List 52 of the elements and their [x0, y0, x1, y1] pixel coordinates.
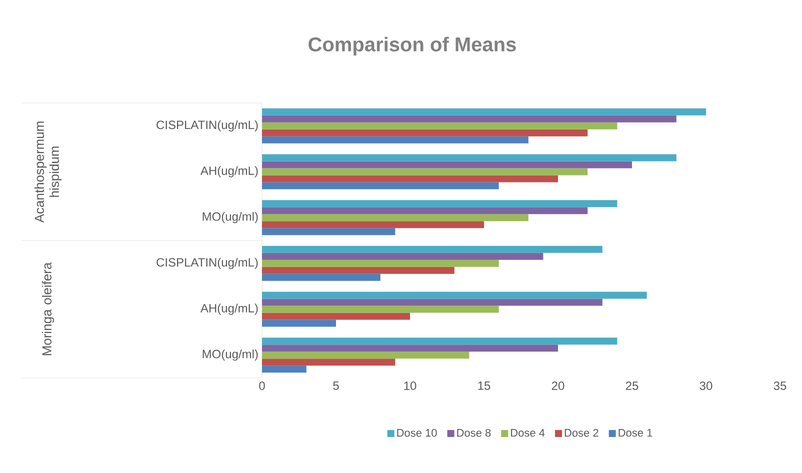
legend-label: Dose 4 [511, 429, 545, 437]
bar [262, 266, 454, 274]
y-tick-label: AH(ug/mL) [200, 166, 258, 178]
bar [262, 366, 306, 373]
bar [262, 200, 618, 208]
bar [262, 175, 558, 182]
y-tick-label: CISPLATIN(ug/mL) [156, 258, 258, 270]
bar [262, 182, 499, 190]
bar [262, 344, 558, 352]
legend-label: Dose 1 [618, 429, 652, 437]
legend-label: Dose 10 [397, 428, 437, 437]
bar [262, 154, 676, 162]
bar [262, 214, 528, 222]
bar [262, 221, 484, 228]
bar [262, 338, 618, 345]
bar [262, 298, 602, 306]
text: Acanthospermum hispidum [34, 122, 62, 223]
x-tick-label: 30 [700, 382, 712, 390]
bar [262, 228, 396, 236]
x-tick-label: 20 [552, 382, 564, 390]
bar [262, 207, 588, 214]
bar [262, 358, 396, 366]
y-tick-label: MO(ug/ml) [202, 349, 258, 361]
bar [262, 352, 470, 359]
bar [262, 306, 499, 313]
bar [262, 246, 602, 253]
legend-label: Dose 2 [564, 428, 598, 437]
bar [262, 274, 380, 281]
x-tick-label: 35 [774, 382, 786, 390]
y-tick-label: AH(ug/mL) [200, 304, 258, 315]
legend-label: Dose 8 [457, 428, 491, 437]
x-tick-label: 15 [478, 382, 490, 390]
x-tick-label: 25 [626, 382, 638, 390]
bar [262, 320, 336, 327]
y-tick-label: MO(ug/ml) [202, 212, 258, 224]
bar [262, 292, 647, 299]
bar [262, 312, 410, 320]
bar [262, 168, 588, 176]
x-tick-label: 5 [333, 382, 339, 390]
chart-title: Comparison of Means [308, 36, 516, 56]
bar [262, 252, 544, 260]
x-tick-label: 10 [404, 382, 416, 390]
bar [262, 260, 499, 267]
bar [262, 161, 632, 168]
y-tick-label: CISPLATIN(ug/mL) [156, 120, 258, 132]
bar [262, 136, 528, 144]
bar [262, 129, 588, 136]
bar [262, 108, 706, 116]
x-tick-label: 0 [259, 382, 265, 390]
bar [262, 122, 618, 130]
bar [262, 115, 676, 122]
text: Moringa oleifera [42, 262, 54, 356]
